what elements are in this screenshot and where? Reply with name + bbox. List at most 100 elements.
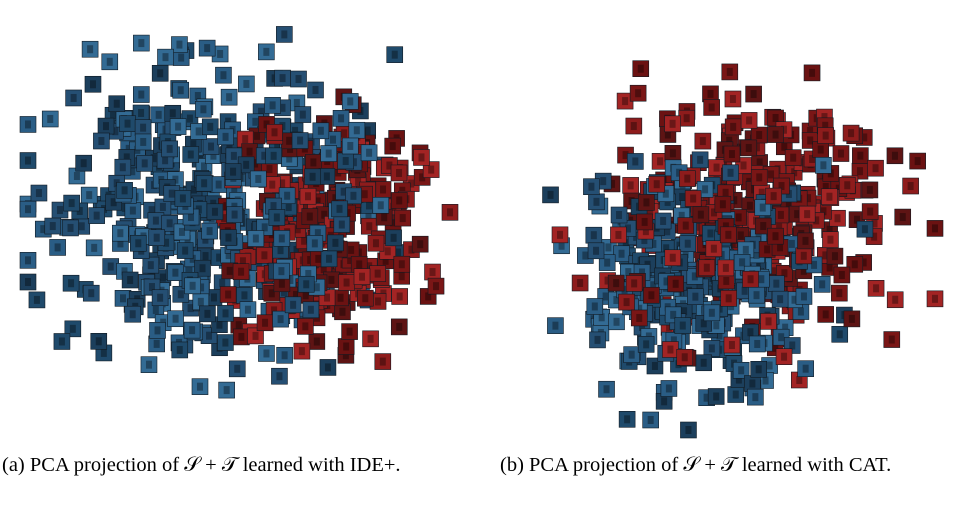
thumbnail-image — [598, 380, 615, 398]
thumbnail — [723, 336, 741, 354]
thumbnail-figure — [753, 291, 760, 300]
thumbnail-figure — [418, 153, 425, 162]
thumbnail-image — [867, 280, 885, 297]
thumbnail-figure — [684, 174, 691, 183]
thumbnail-figure — [650, 239, 657, 248]
thumbnail-image — [623, 346, 640, 363]
thumbnail — [19, 273, 37, 291]
thumbnail-figure — [263, 47, 270, 56]
thumbnail-figure — [281, 30, 288, 39]
thumbnail — [268, 209, 286, 226]
thumbnail-figure — [163, 238, 170, 247]
thumbnail — [750, 361, 767, 378]
thumbnail — [65, 89, 82, 107]
thumbnail — [767, 227, 784, 245]
thumbnail — [353, 268, 371, 285]
thumbnail-image — [161, 140, 178, 158]
thumbnail-figure — [622, 151, 629, 160]
thumbnail-figure — [120, 294, 127, 303]
thumbnail-figure — [293, 291, 300, 300]
thumbnail — [721, 63, 739, 81]
thumbnail — [176, 242, 194, 259]
thumbnail-image — [206, 203, 224, 221]
thumbnail-figure — [326, 254, 333, 263]
thumbnail-figure — [821, 113, 828, 122]
thumbnail-image — [19, 200, 37, 218]
thumbnail-image — [674, 317, 692, 334]
thumbnail-figure — [361, 190, 368, 199]
thumbnail-image — [249, 170, 267, 188]
thumbnail-figure — [356, 260, 363, 269]
thumbnail — [114, 158, 132, 176]
thumbnail-image — [441, 204, 459, 221]
thumbnail-image — [174, 190, 192, 207]
thumbnail-figure — [867, 207, 874, 216]
thumbnail-figure — [201, 162, 208, 171]
thumbnail — [424, 263, 441, 281]
thumbnail — [765, 187, 782, 205]
thumbnail — [331, 200, 348, 218]
thumbnail — [646, 357, 664, 375]
thumbnail — [843, 310, 861, 328]
thumbnail-image — [795, 288, 813, 305]
thumbnail — [867, 159, 884, 177]
thumbnail-image — [353, 268, 371, 285]
thumbnail-figure — [56, 206, 63, 215]
thumbnail-figure — [153, 233, 160, 242]
thumbnail-figure — [58, 337, 65, 346]
thumbnail-image — [220, 88, 238, 106]
thumbnail-figure — [600, 177, 607, 186]
thumbnail-figure — [148, 206, 155, 215]
figure-panels — [19, 26, 944, 439]
thumbnail-figure — [91, 243, 98, 252]
thumbnail-figure — [588, 182, 595, 191]
thumbnail — [169, 118, 187, 135]
thumbnail — [926, 220, 944, 237]
thumbnail-figure — [35, 189, 42, 198]
thumbnail-figure — [632, 157, 639, 166]
thumbnail — [374, 353, 392, 370]
thumbnail-figure — [219, 278, 226, 287]
thumbnail — [272, 310, 289, 328]
thumbnail — [202, 138, 220, 155]
thumbnail — [413, 149, 430, 166]
thumbnail-figure — [315, 254, 322, 263]
thumbnail-figure — [246, 147, 253, 156]
thumbnail — [676, 348, 694, 366]
thumbnail-figure — [742, 245, 749, 254]
thumbnail-figure — [157, 69, 164, 78]
thumbnail — [121, 271, 139, 289]
thumbnail-figure — [591, 302, 598, 311]
thumbnail-figure — [662, 189, 669, 198]
thumbnail-figure — [391, 50, 398, 59]
thumbnail-figure — [665, 384, 672, 393]
thumbnail-figure — [891, 151, 898, 160]
thumbnail-figure — [605, 243, 612, 252]
thumbnail-figure — [199, 264, 206, 273]
thumbnail-image — [195, 174, 213, 192]
thumbnail — [302, 301, 320, 319]
thumbnail-image — [723, 145, 741, 163]
thumbnail — [586, 298, 604, 315]
thumbnail-figure — [811, 260, 818, 269]
thumbnail-figure — [176, 40, 183, 49]
thumbnail-figure — [178, 227, 185, 236]
thumbnail — [215, 66, 232, 84]
thumbnail-image — [797, 232, 814, 250]
thumbnail — [183, 321, 201, 339]
thumbnail-image — [636, 213, 653, 231]
thumbnail-image — [301, 208, 319, 225]
thumbnail-figure — [323, 172, 330, 181]
thumbnail-figure — [805, 194, 812, 203]
thumbnail-figure — [695, 222, 702, 231]
thumbnail-figure — [140, 123, 147, 132]
thumbnail-figure — [708, 308, 715, 317]
thumbnail-image — [748, 335, 766, 353]
thumbnail — [547, 317, 564, 334]
thumbnail — [274, 69, 291, 87]
thumbnail — [333, 216, 351, 233]
thumbnail-figure — [871, 232, 878, 241]
thumbnail-figure — [754, 259, 761, 268]
thumbnail — [909, 152, 926, 170]
thumbnail — [750, 169, 768, 186]
